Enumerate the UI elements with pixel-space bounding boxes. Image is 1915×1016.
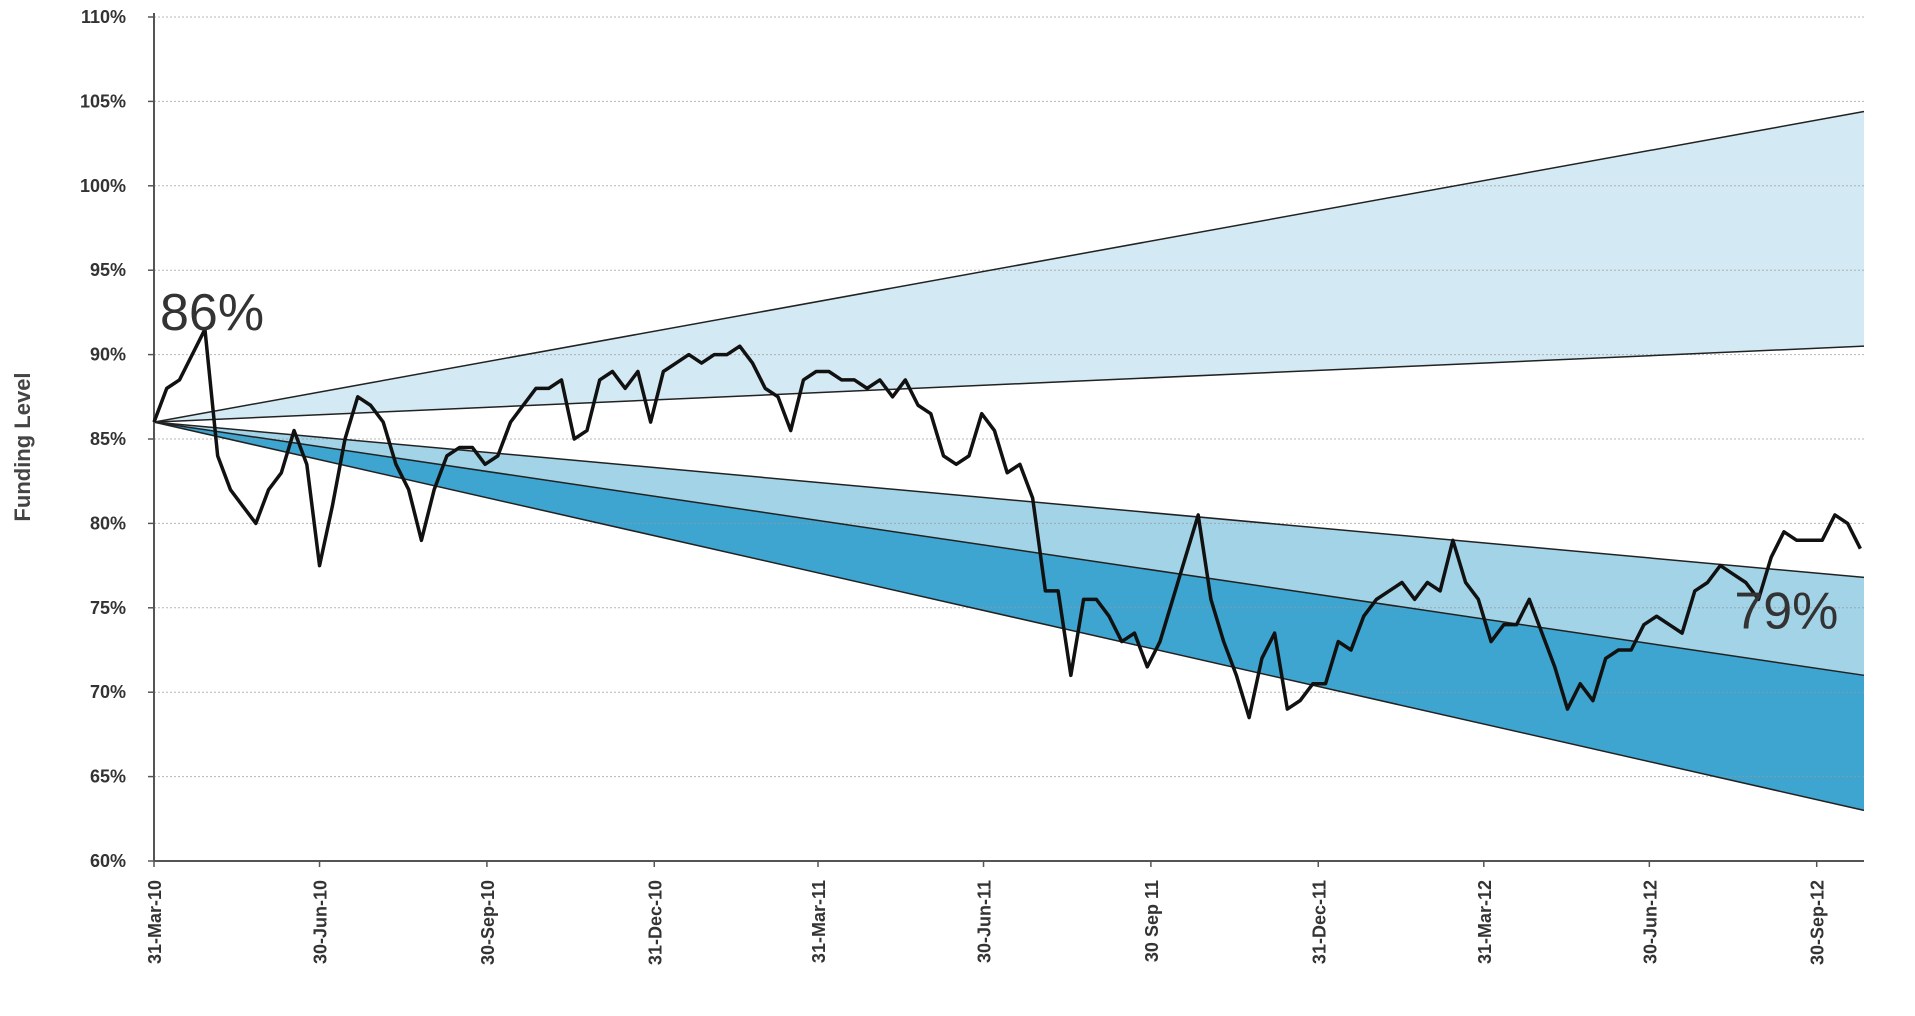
x-tick-label: 30-Sep-12 — [1808, 880, 1828, 965]
annotation: 79% — [1734, 582, 1838, 640]
y-tick-label: 90% — [90, 345, 126, 365]
x-tick-label: 30-Sep-10 — [478, 880, 498, 965]
x-tick-label: 31-Dec-10 — [645, 880, 665, 965]
y-tick-label: 80% — [90, 513, 126, 533]
y-tick-label: 70% — [90, 682, 126, 702]
fan-line — [153, 110, 1865, 423]
fan-band — [154, 111, 1864, 423]
y-tick-label: 75% — [90, 598, 126, 618]
x-tick-label: 30-Jun-11 — [975, 880, 995, 963]
x-tick-label: 30-Jun-12 — [1640, 880, 1660, 964]
y-tick-label: 85% — [90, 429, 126, 449]
y-tick-label: 65% — [90, 767, 126, 787]
fan-line — [153, 421, 1865, 677]
x-tick-label: 31-Mar-11 — [809, 880, 829, 963]
funding-line — [152, 327, 1862, 720]
y-tick-label: 95% — [90, 260, 126, 280]
x-tick-label: 31-Dec-11 — [1309, 880, 1329, 964]
fan-line — [153, 345, 1865, 423]
y-tick-label: 100% — [80, 176, 126, 196]
y-axis-label: Funding Level — [10, 372, 35, 521]
fan-line — [153, 421, 1865, 579]
x-tick-label: 31-Mar-12 — [1475, 880, 1495, 964]
fan-line — [153, 421, 1865, 812]
y-tick-label: 60% — [90, 851, 126, 871]
x-tick-label: 31-Mar-10 — [145, 880, 165, 964]
x-tick-label: 30 Sep 11 — [1142, 880, 1162, 962]
y-tick-label: 105% — [80, 91, 126, 111]
x-tick-label: 30-Jun-10 — [311, 880, 331, 964]
annotation: 86% — [160, 284, 264, 342]
y-tick-label: 110% — [81, 7, 126, 27]
